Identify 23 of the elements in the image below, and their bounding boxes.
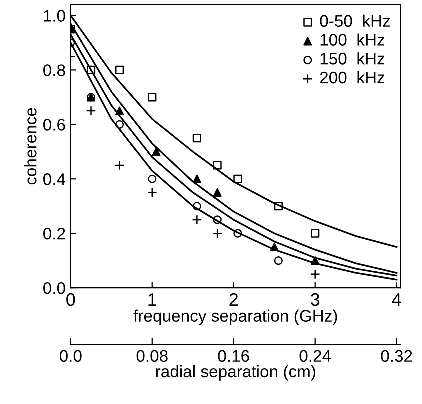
legend-label: 100 kHz: [320, 34, 385, 46]
y-tick-label: 0.8: [44, 64, 66, 76]
y-tick-label: 0.6: [44, 119, 66, 131]
x2-tick-label: 0.32: [381, 350, 412, 362]
x-tick-label: 1: [148, 294, 157, 306]
x2-tick-label: 0.16: [218, 350, 250, 362]
x2-tick-label: 0.0: [60, 350, 82, 362]
y-tick-label: 1.0: [44, 10, 66, 22]
x-tick-label: 3: [311, 293, 320, 306]
legend-label: 200 kHz: [320, 71, 385, 84]
y-tick-label: 0.2: [44, 228, 66, 240]
x-tick-label: 2: [230, 293, 238, 306]
x2-tick-label: 0.24: [300, 350, 332, 362]
y-axis-title: coherence: [24, 108, 37, 185]
y-tick-label: 0.0: [44, 282, 66, 294]
x2-tick-label: 0.08: [136, 350, 168, 362]
x2-axis-title: radial separation (cm): [156, 365, 316, 381]
legend-label: 150 kHz: [320, 52, 385, 65]
x-tick-label: 0: [66, 293, 76, 306]
legend-label: 0-50 kHz: [320, 14, 390, 28]
x-axis-title: frequency separation (GHz): [134, 310, 338, 326]
x-tick-label: 4: [392, 294, 402, 306]
y-tick-label: 0.4: [44, 174, 66, 186]
